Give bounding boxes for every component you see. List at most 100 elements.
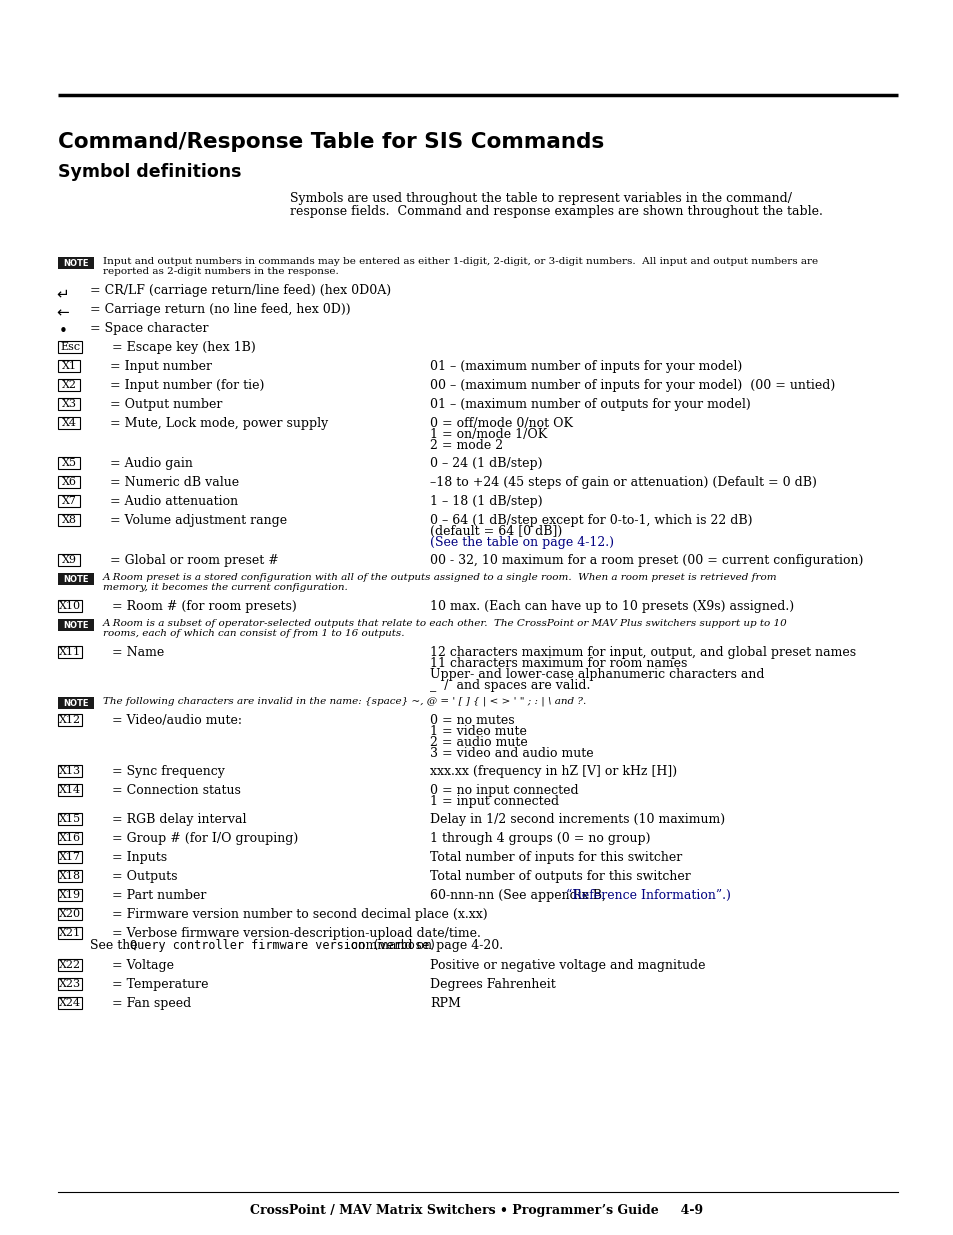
Text: 1 = input connected: 1 = input connected [430,795,558,808]
Text: NOTE: NOTE [63,620,89,630]
FancyBboxPatch shape [58,475,80,488]
Text: Positive or negative voltage and magnitude: Positive or negative voltage and magnitu… [430,960,705,972]
Text: = Voltage: = Voltage [112,960,173,972]
FancyBboxPatch shape [58,997,82,1009]
Text: X9: X9 [61,555,76,564]
Text: X15: X15 [59,814,81,824]
Text: ↵: ↵ [56,287,70,301]
Text: = Numeric dB value: = Numeric dB value [110,475,239,489]
Text: Delay in 1/2 second increments (10 maximum): Delay in 1/2 second increments (10 maxim… [430,813,724,826]
Text: See the: See the [90,939,141,952]
Text: (default = 64 [0 dB]): (default = 64 [0 dB]) [430,525,561,538]
Text: X8: X8 [61,515,76,525]
Text: X19: X19 [59,890,81,900]
Text: 2 = mode 2: 2 = mode 2 [430,438,502,452]
FancyBboxPatch shape [58,646,82,658]
Text: 00 - 32, 10 maximum for a room preset (00 = current configuration): 00 - 32, 10 maximum for a room preset (0… [430,555,862,567]
Text: response fields.  Command and response examples are shown throughout the table.: response fields. Command and response ex… [290,205,822,219]
FancyBboxPatch shape [58,417,80,429]
Text: 2 = audio mute: 2 = audio mute [430,736,527,748]
FancyBboxPatch shape [58,398,80,410]
FancyBboxPatch shape [58,457,80,469]
FancyBboxPatch shape [58,960,82,971]
Text: 0 = no mutes: 0 = no mutes [430,714,514,727]
Text: 60-nnn-nn (See appendix B,: 60-nnn-nn (See appendix B, [430,889,609,902]
FancyBboxPatch shape [58,697,94,709]
Text: = Part number: = Part number [112,889,206,902]
FancyBboxPatch shape [58,908,82,920]
Text: 1 – 18 (1 dB/step): 1 – 18 (1 dB/step) [430,495,542,508]
Text: A Room preset is a stored configuration with all of the outputs assigned to a si: A Room preset is a stored configuration … [103,573,777,582]
Text: 01 – (maximum number of outputs for your model): 01 – (maximum number of outputs for your… [430,398,750,411]
FancyBboxPatch shape [58,514,80,526]
Text: = Group # (for I/O grouping): = Group # (for I/O grouping) [112,832,298,845]
Text: 0 = off/mode 0/not OK: 0 = off/mode 0/not OK [430,417,573,430]
Text: = Mute, Lock mode, power supply: = Mute, Lock mode, power supply [110,417,328,430]
Text: NOTE: NOTE [63,699,89,708]
FancyBboxPatch shape [58,619,94,631]
Text: X23: X23 [59,979,81,989]
Text: = Escape key (hex 1B): = Escape key (hex 1B) [112,341,255,354]
Text: = Global or room preset #: = Global or room preset # [110,555,278,567]
Text: 00 – (maximum number of inputs for your model)  (00 = untied): 00 – (maximum number of inputs for your … [430,379,835,391]
Text: X17: X17 [59,852,81,862]
Text: X11: X11 [59,647,81,657]
Text: –18 to +24 (45 steps of gain or attenuation) (Default = 0 dB): –18 to +24 (45 steps of gain or attenuat… [430,475,816,489]
Text: X22: X22 [59,960,81,969]
Text: X3: X3 [61,399,76,409]
FancyBboxPatch shape [58,573,94,585]
Text: Degrees Fahrenheit: Degrees Fahrenheit [430,978,556,990]
Text: X12: X12 [59,715,81,725]
FancyBboxPatch shape [58,851,82,863]
Text: reported as 2-digit numbers in the response.: reported as 2-digit numbers in the respo… [103,267,338,275]
Text: RPM: RPM [430,997,460,1010]
Text: 3 = video and audio mute: 3 = video and audio mute [430,747,593,760]
Text: X14: X14 [59,785,81,795]
Text: = Output number: = Output number [110,398,222,411]
Text: = Input number: = Input number [110,359,212,373]
Text: 12 characters maximum for input, output, and global preset names: 12 characters maximum for input, output,… [430,646,855,659]
Text: X21: X21 [59,927,81,939]
FancyBboxPatch shape [58,555,80,566]
FancyBboxPatch shape [58,495,80,508]
FancyBboxPatch shape [58,784,82,797]
Text: NOTE: NOTE [63,574,89,583]
Text: = CR/LF (carriage return/line feed) (hex 0D0A): = CR/LF (carriage return/line feed) (hex… [90,284,391,296]
Text: X13: X13 [59,766,81,776]
Text: Upper- and lower-case alphanumeric characters and: Upper- and lower-case alphanumeric chara… [430,668,763,680]
FancyBboxPatch shape [58,257,94,269]
FancyBboxPatch shape [58,600,82,613]
Text: = Video/audio mute:: = Video/audio mute: [112,714,242,727]
Text: = Connection status: = Connection status [112,784,240,797]
Text: = Audio gain: = Audio gain [110,457,193,471]
Text: = RGB delay interval: = RGB delay interval [112,813,246,826]
Text: = Outputs: = Outputs [112,869,177,883]
Text: “Reference Information”.): “Reference Information”.) [566,889,730,902]
Text: 0 – 24 (1 dB/step): 0 – 24 (1 dB/step) [430,457,542,471]
Text: 1 = video mute: 1 = video mute [430,725,526,739]
Text: X1: X1 [61,361,76,370]
Text: Esc: Esc [60,342,80,352]
Text: memory, it becomes the current configuration.: memory, it becomes the current configura… [103,583,348,592]
Text: Total number of outputs for this switcher: Total number of outputs for this switche… [430,869,690,883]
Text: (See the table on page 4-12.): (See the table on page 4-12.) [430,536,614,550]
Text: Query controller firmware version (verbose): Query controller firmware version (verbo… [130,939,436,952]
Text: = Volume adjustment range: = Volume adjustment range [110,514,287,527]
Text: X20: X20 [59,909,81,919]
Text: CrossPoint / MAV Matrix Switchers • Programmer’s Guide     4-9: CrossPoint / MAV Matrix Switchers • Prog… [251,1204,702,1216]
Text: Command/Response Table for SIS Commands: Command/Response Table for SIS Commands [58,132,603,152]
Text: = Room # (for room presets): = Room # (for room presets) [112,600,296,613]
Text: command on page 4-20.: command on page 4-20. [347,939,503,952]
Text: = Temperature: = Temperature [112,978,209,990]
Text: _  /  and spaces are valid.: _ / and spaces are valid. [430,679,590,692]
Text: The following characters are invalid in the name: {space} ~, @ = ' [ ] { | < > ': The following characters are invalid in … [103,697,586,706]
FancyBboxPatch shape [58,359,80,372]
Text: Symbol definitions: Symbol definitions [58,163,241,182]
Text: 11 characters maximum for room names: 11 characters maximum for room names [430,657,687,671]
Text: xxx.xx (frequency in hZ [V] or kHz [H]): xxx.xx (frequency in hZ [V] or kHz [H]) [430,764,677,778]
Text: rooms, each of which can consist of from 1 to 16 outputs.: rooms, each of which can consist of from… [103,629,404,638]
Text: Symbols are used throughout the table to represent variables in the command/: Symbols are used throughout the table to… [290,191,791,205]
Text: X18: X18 [59,871,81,881]
FancyBboxPatch shape [58,714,82,726]
Text: = Fan speed: = Fan speed [112,997,191,1010]
